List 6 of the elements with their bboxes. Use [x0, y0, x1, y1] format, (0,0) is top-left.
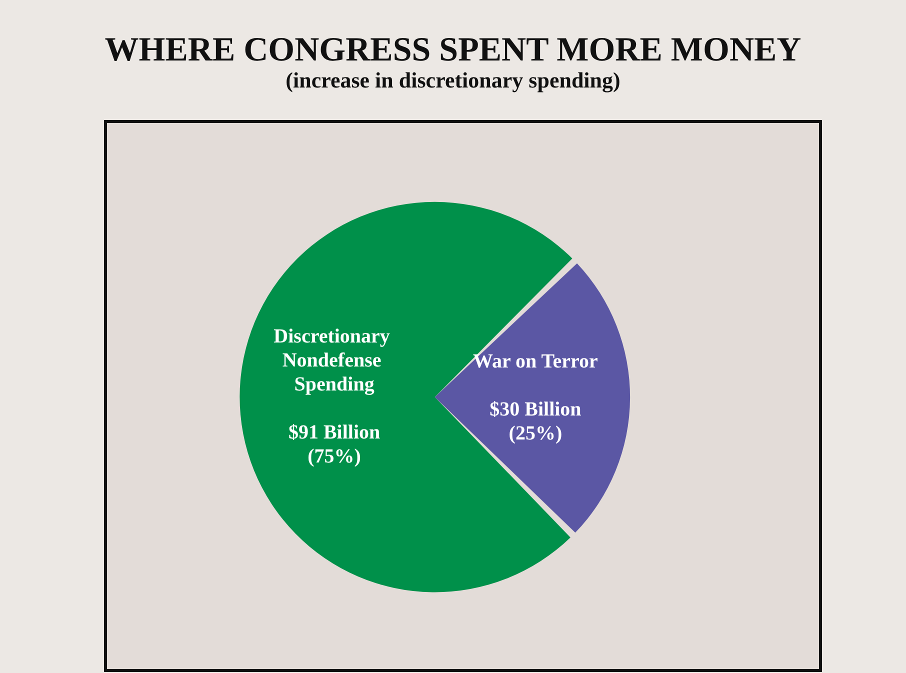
chart-subtitle: (increase in discretionary spending)	[286, 68, 620, 92]
chart-title: WHERE CONGRESS SPENT MORE MONEY	[104, 32, 802, 68]
data-label: $30 Billion (25%)	[490, 398, 582, 445]
slice-label: Discretionary Nondefense Spending	[274, 325, 395, 396]
slice-label: War on Terror	[473, 350, 598, 373]
data-label: $91 Billion (75%)	[288, 421, 380, 468]
